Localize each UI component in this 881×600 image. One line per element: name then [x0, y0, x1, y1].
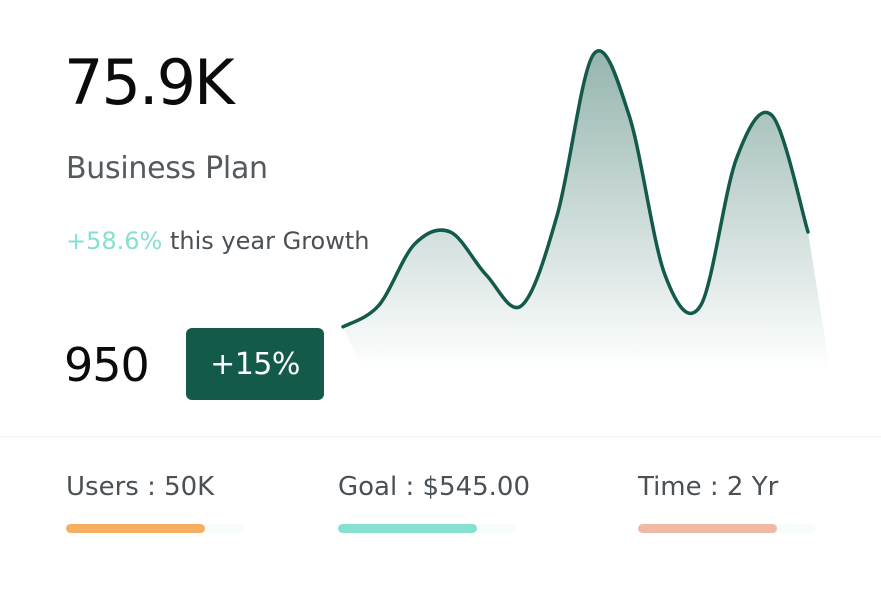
- stat-users-track: [66, 524, 244, 533]
- stat-goal-track: [338, 524, 516, 533]
- stat-time-label: Time : 2 Yr: [638, 472, 779, 502]
- stat-goal-progress: [338, 524, 477, 533]
- growth-line: +58.6% this year Growth: [66, 229, 369, 253]
- growth-percentage: +58.6%: [66, 227, 163, 255]
- stat-users-progress: [66, 524, 205, 533]
- growth-caption: this year Growth: [170, 227, 370, 255]
- total-value: 75.9K: [64, 46, 235, 119]
- count-value: 950: [64, 338, 150, 392]
- stat-time-track: [638, 524, 816, 533]
- growth-area-chart: [341, 49, 830, 370]
- chart-area-fill: [343, 50, 830, 370]
- stat-goal-label: Goal : $545.00: [338, 472, 531, 502]
- stat-users: Users : 50K: [66, 474, 244, 533]
- stat-time-progress: [638, 524, 777, 533]
- stat-goal: Goal : $545.00: [338, 474, 530, 533]
- stat-users-label: Users : 50K: [66, 472, 215, 502]
- change-badge: +15%: [186, 328, 324, 400]
- section-divider: [0, 436, 881, 437]
- plan-title: Business Plan: [66, 151, 268, 186]
- chart-series-line: [341, 49, 810, 329]
- stat-time: Time : 2 Yr: [638, 474, 816, 533]
